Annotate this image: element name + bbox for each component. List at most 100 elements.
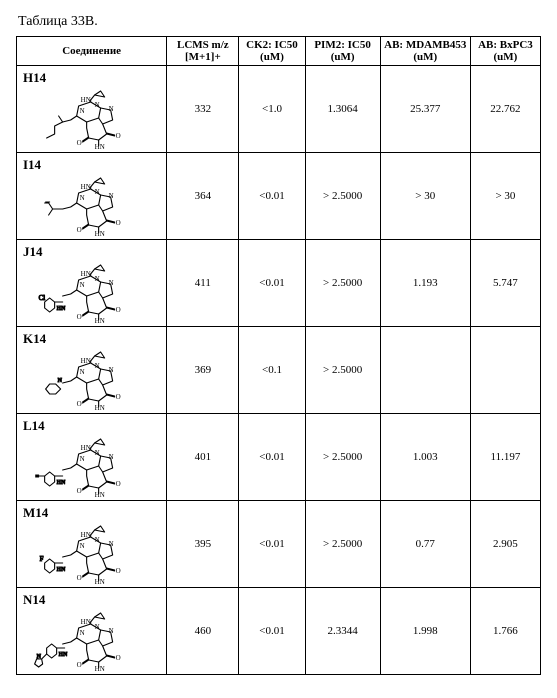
- svg-text:N: N: [95, 362, 100, 370]
- svg-text:N: N: [95, 275, 100, 283]
- cell-bxpc3: 2.905: [470, 501, 540, 588]
- cell-mdamb: [380, 327, 470, 414]
- svg-text:HN: HN: [57, 306, 66, 312]
- svg-text:HN: HN: [95, 404, 105, 411]
- cell-bxpc3: 22.762: [470, 66, 540, 153]
- svg-text:N: N: [95, 623, 100, 631]
- cell-compound: M14 HN N N N HN O O: [17, 501, 167, 588]
- cell-lcms: 369: [167, 327, 239, 414]
- svg-text:O: O: [77, 400, 82, 408]
- table-row: K14 HN N N N HN O O: [17, 327, 541, 414]
- svg-text:HN: HN: [95, 143, 105, 150]
- svg-text:HN: HN: [59, 652, 68, 658]
- cell-lcms: 401: [167, 414, 239, 501]
- cell-compound: L14 HN N N N HN O O: [17, 414, 167, 501]
- table-row: J14 HN N N N HN O O: [17, 240, 541, 327]
- svg-text:N: N: [109, 366, 114, 374]
- structure-icon: HN N N N HN O O HN: [23, 436, 162, 498]
- compound-id: L14: [23, 418, 162, 434]
- svg-text:O: O: [116, 480, 121, 488]
- cell-bxpc3: 11.197: [470, 414, 540, 501]
- svg-text:N: N: [95, 449, 100, 457]
- table-row: N14 HN N N N HN O O: [17, 588, 541, 675]
- svg-text:HN: HN: [57, 567, 66, 573]
- cell-lcms: 364: [167, 153, 239, 240]
- col-pim2: PIM2: IC50 (uM): [305, 37, 380, 66]
- svg-text:O: O: [77, 226, 82, 234]
- svg-text:HN: HN: [57, 480, 66, 486]
- svg-text:HN: HN: [95, 665, 105, 672]
- svg-text:N: N: [80, 629, 85, 637]
- col-compound: Соединение: [17, 37, 167, 66]
- svg-text:N: N: [80, 107, 85, 115]
- table-row: L14 HN N N N HN O O: [17, 414, 541, 501]
- cell-compound: K14 HN N N N HN O O: [17, 327, 167, 414]
- svg-text:N: N: [80, 194, 85, 202]
- svg-text:HN: HN: [95, 230, 105, 237]
- svg-text:F: F: [40, 555, 44, 563]
- compound-id: H14: [23, 70, 162, 86]
- structure-icon: HN N N N HN O O N: [23, 349, 162, 411]
- cell-compound: N14 HN N N N HN O O: [17, 588, 167, 675]
- cell-mdamb: 25.377: [380, 66, 470, 153]
- svg-text:N: N: [109, 540, 114, 548]
- cell-bxpc3: [470, 327, 540, 414]
- compound-id: K14: [23, 331, 162, 347]
- cell-mdamb: 1.193: [380, 240, 470, 327]
- svg-text:N: N: [80, 368, 85, 376]
- structure-icon: HN N N N HN O O: [23, 610, 162, 672]
- cell-mdamb: 1.998: [380, 588, 470, 675]
- structure-icon: HN N N N HN O O: [23, 175, 162, 237]
- cell-compound: H14 HN N N N HN O O: [17, 66, 167, 153]
- cell-pim2: > 2.5000: [305, 327, 380, 414]
- structure-icon: HN N N N HN O O: [23, 88, 162, 150]
- svg-text:Cl: Cl: [39, 294, 46, 302]
- compound-id: J14: [23, 244, 162, 260]
- svg-text:N: N: [109, 453, 114, 461]
- table-body: H14 HN N N N HN O O: [17, 66, 541, 675]
- svg-text:N: N: [80, 455, 85, 463]
- svg-text:HN: HN: [95, 491, 105, 498]
- svg-text:O: O: [116, 393, 121, 401]
- cell-pim2: 1.3064: [305, 66, 380, 153]
- cell-pim2: > 2.5000: [305, 240, 380, 327]
- col-mdamb: AB: MDAMB453 (uM): [380, 37, 470, 66]
- cell-ck2: <0.1: [239, 327, 305, 414]
- svg-text:HN: HN: [95, 317, 105, 324]
- svg-text:N: N: [95, 536, 100, 544]
- cell-bxpc3: 1.766: [470, 588, 540, 675]
- cell-ck2: <0.01: [239, 501, 305, 588]
- svg-text:O: O: [116, 567, 121, 575]
- svg-text:O: O: [77, 139, 82, 147]
- cell-lcms: 460: [167, 588, 239, 675]
- compound-id: M14: [23, 505, 162, 521]
- cell-pim2: 2.3344: [305, 588, 380, 675]
- structure-icon: HN N N N HN O O Cl HN: [23, 262, 162, 324]
- svg-text:O: O: [77, 487, 82, 495]
- cell-compound: J14 HN N N N HN O O: [17, 240, 167, 327]
- table-row: M14 HN N N N HN O O: [17, 501, 541, 588]
- svg-text:N: N: [109, 279, 114, 287]
- compound-id: N14: [23, 592, 162, 608]
- col-lcms: LCMS m/z [M+1]+: [167, 37, 239, 66]
- table-caption: Таблица 33B.: [18, 14, 541, 30]
- svg-text:HN: HN: [95, 578, 105, 585]
- svg-text:O: O: [116, 132, 121, 140]
- cell-ck2: <0.01: [239, 588, 305, 675]
- cell-bxpc3: 5.747: [470, 240, 540, 327]
- svg-text:N: N: [37, 654, 42, 660]
- compound-id: I14: [23, 157, 162, 173]
- table-row: I14 HN N N N HN O O: [17, 153, 541, 240]
- cell-mdamb: > 30: [380, 153, 470, 240]
- svg-text:N: N: [95, 101, 100, 109]
- cell-bxpc3: > 30: [470, 153, 540, 240]
- cell-compound: I14 HN N N N HN O O: [17, 153, 167, 240]
- cell-ck2: <1.0: [239, 66, 305, 153]
- svg-text:N: N: [95, 188, 100, 196]
- cell-lcms: 332: [167, 66, 239, 153]
- cell-lcms: 395: [167, 501, 239, 588]
- cell-ck2: <0.01: [239, 240, 305, 327]
- cell-ck2: <0.01: [239, 153, 305, 240]
- svg-text:N: N: [109, 105, 114, 113]
- svg-text:O: O: [77, 313, 82, 321]
